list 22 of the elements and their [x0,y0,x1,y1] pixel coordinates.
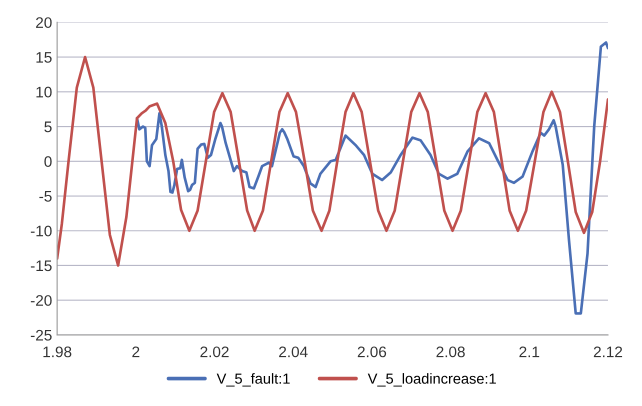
line-series [57,56,608,267]
x-tick-label: 2.04 [279,346,308,358]
y-tick-label: 15 [36,52,52,63]
legend-label: V_5_fault:1 [216,373,290,387]
y-tick-label: -25 [30,330,52,341]
y-tick-label: -10 [30,226,52,236]
x-tick-label: 2 [132,346,140,358]
x-tick-label: 2.12 [594,346,622,358]
x-tick-label: 2.08 [436,346,465,358]
x-tick-label: 2.1 [519,346,540,358]
y-tick-label: 5 [44,122,52,132]
legend-label: V_5_loadincrease:1 [368,373,496,387]
x-tick-label: 1.98 [43,346,72,358]
y-tick-label: 0 [44,156,52,167]
y-tick-label: 20 [36,17,52,28]
y-tick-label: -15 [30,260,52,272]
x-tick-label: 2.06 [358,346,386,358]
y-tick-label: -5 [39,191,52,202]
line-series [136,41,608,315]
x-tick-label: 2.02 [200,346,229,358]
y-tick-label: 10 [36,86,52,98]
y-tick-label: -20 [30,295,52,306]
